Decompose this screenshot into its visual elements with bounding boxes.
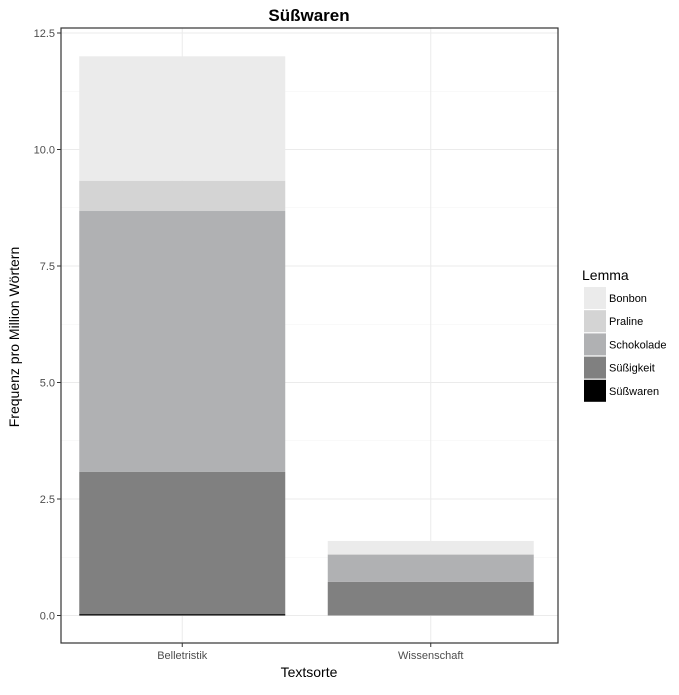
bar-segment [327, 540, 534, 554]
bar-segment [79, 56, 286, 181]
x-axis-label: Textsorte [281, 664, 338, 680]
legend-entry-label: Süßwaren [609, 386, 659, 398]
bar-segment [327, 554, 534, 582]
bar-segment [79, 614, 286, 616]
legend-entry-label: Praline [609, 316, 643, 328]
x-tick-label: Belletristik [157, 650, 208, 662]
legend-key [584, 333, 606, 356]
x-tick-label: Wissenschaft [398, 650, 463, 662]
y-tick-label: 12.5 [34, 28, 55, 40]
plot-area: 0.0 2.5 5.0 7.5 10.0 12.5 Belletristik Wissensc… [34, 27, 559, 662]
legend-title: Lemma [582, 267, 629, 283]
chart-title: Süßwaren [268, 6, 349, 25]
bar-segment [79, 180, 286, 212]
legend-key [584, 310, 606, 333]
bar-segment [79, 471, 286, 615]
legend: Lemma Bonbon Praline Schokolade Süßigkeit Sü… [582, 267, 667, 402]
bar-segment [79, 211, 286, 472]
legend-key [584, 287, 606, 309]
bar-segment [327, 581, 534, 616]
y-tick-label: 10.0 [34, 145, 55, 157]
legend-entry-label: Bonbon [609, 293, 647, 305]
y-tick-label: 5.0 [40, 378, 55, 390]
y-tick-label: 2.5 [40, 494, 55, 506]
legend-key [584, 379, 606, 402]
legend-entry-label: Süßigkeit [609, 363, 655, 375]
bar-segment [327, 553, 534, 555]
legend-entry-label: Schokolade [609, 339, 667, 351]
plot-panel-border [60, 27, 559, 644]
y-tick-label: 7.5 [40, 261, 55, 273]
legend-key [584, 356, 606, 379]
y-axis-label: Frequenz pro Million Wörtern [6, 247, 22, 428]
y-tick-label: 0.0 [40, 611, 55, 623]
